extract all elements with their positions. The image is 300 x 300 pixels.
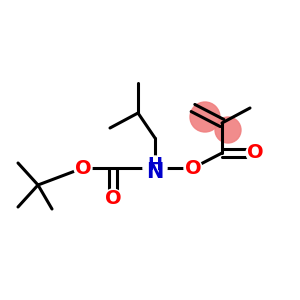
Circle shape (74, 159, 92, 177)
Circle shape (190, 102, 220, 132)
Text: N: N (146, 162, 164, 182)
Text: O: O (185, 158, 201, 178)
Circle shape (184, 159, 202, 177)
Text: O: O (75, 158, 91, 178)
Circle shape (246, 144, 264, 162)
Text: O: O (247, 143, 263, 163)
Circle shape (146, 159, 164, 177)
Circle shape (215, 117, 241, 143)
Text: O: O (105, 188, 121, 208)
Circle shape (143, 156, 167, 180)
Circle shape (104, 189, 122, 207)
Text: H: H (148, 156, 163, 174)
